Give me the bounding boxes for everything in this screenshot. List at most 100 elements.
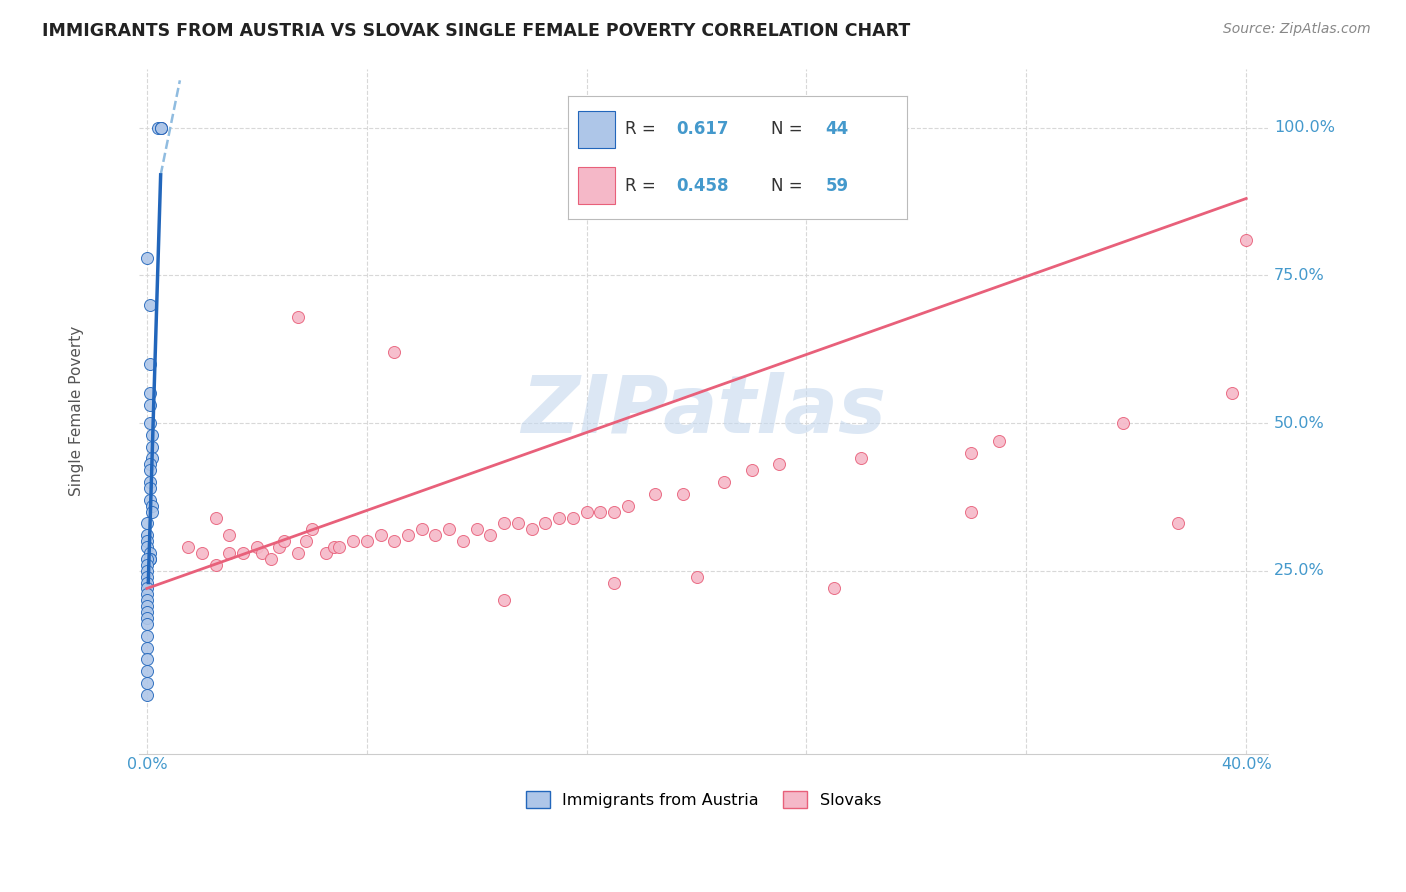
Point [135,640,157,655]
Point [177,540,200,554]
Point [135,582,157,596]
Point [138,492,160,507]
Point [138,546,160,560]
Point [204,558,226,572]
Point [295,534,318,549]
Point [135,593,157,607]
Point [138,458,160,472]
Point [356,534,378,549]
Point [146,120,169,135]
Point [135,611,157,625]
Point [141,451,163,466]
Point [138,298,160,312]
Point [135,629,157,643]
Point [259,552,281,566]
Point [506,516,529,531]
Point [382,534,405,549]
Point [135,616,157,631]
Point [138,416,160,430]
Point [149,120,172,135]
Point [561,510,583,524]
Point [138,463,160,477]
Point [1222,386,1244,401]
Point [823,582,845,596]
Point [267,540,290,554]
Text: 0.0%: 0.0% [127,756,167,772]
Point [135,676,157,690]
Text: 50.0%: 50.0% [1274,416,1324,431]
Point [589,505,612,519]
Point [204,510,226,524]
Point [960,505,983,519]
Point [315,546,337,560]
Point [135,552,157,566]
Point [149,120,172,135]
Point [135,652,157,666]
Point [520,522,543,536]
Point [465,522,488,536]
Point [218,528,240,542]
Point [141,427,163,442]
Point [768,458,790,472]
Point [411,522,433,536]
Point [425,528,447,542]
Point [135,516,157,531]
Point [617,499,640,513]
Point [287,310,309,324]
Point [218,546,240,560]
Text: 100.0%: 100.0% [1274,120,1334,135]
Point [301,522,323,536]
Point [575,505,598,519]
Point [548,510,571,524]
Point [138,357,160,371]
Point [713,475,735,489]
Point [246,540,269,554]
Point [135,251,157,265]
Point [439,522,461,536]
Point [138,386,160,401]
Point [1166,516,1188,531]
Point [396,528,419,542]
Point [135,587,157,601]
Point [451,534,474,549]
Point [370,528,392,542]
Point [135,564,157,578]
Point [322,540,344,554]
Point [141,505,163,519]
Point [603,575,626,590]
Point [534,516,557,531]
Point [342,534,364,549]
Text: 25.0%: 25.0% [1274,563,1324,578]
Point [138,552,160,566]
Point [851,451,873,466]
Point [135,569,157,583]
Point [135,605,157,619]
Point [138,398,160,412]
Legend: Immigrants from Austria, Slovaks: Immigrants from Austria, Slovaks [519,785,887,814]
Point [232,546,254,560]
Point [135,599,157,614]
Point [287,546,309,560]
Point [135,558,157,572]
Point [138,481,160,495]
Point [987,434,1010,448]
Point [328,540,350,554]
Point [494,516,516,531]
Point [135,528,157,542]
Point [135,575,157,590]
Point [135,688,157,702]
Point [1234,233,1257,247]
Point [135,664,157,678]
Point [138,552,160,566]
Point [149,120,172,135]
Point [479,528,502,542]
Point [138,475,160,489]
Point [960,445,983,459]
Point [603,505,626,519]
Point [141,440,163,454]
Point [252,546,274,560]
Point [494,593,516,607]
Point [191,546,214,560]
Point [141,499,163,513]
Point [685,569,707,583]
